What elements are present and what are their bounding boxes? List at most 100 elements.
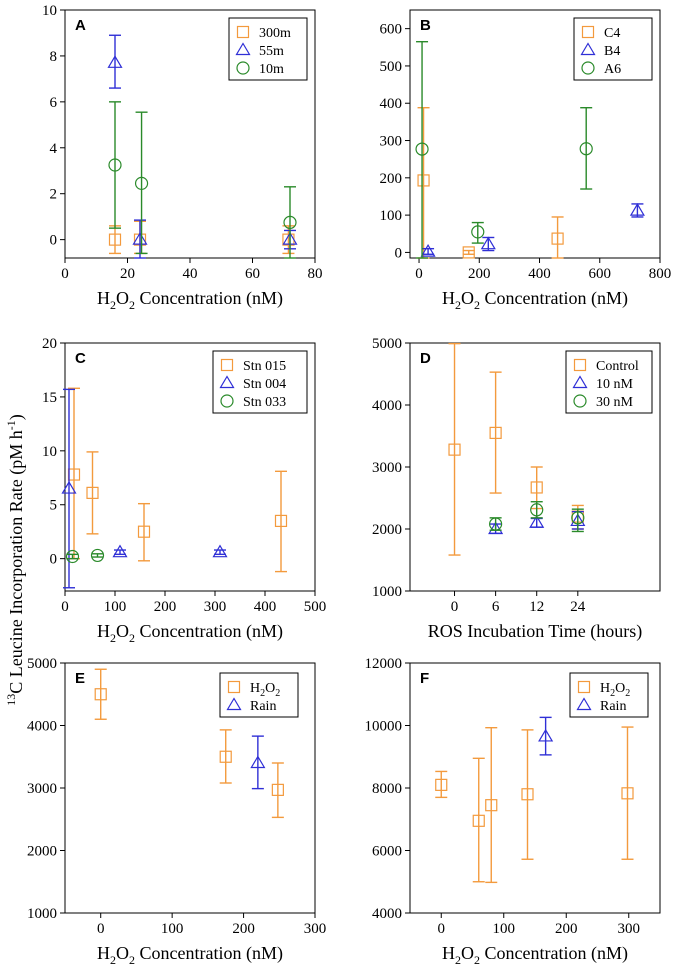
legend-box (228, 17, 308, 81)
legend-label: A6 (604, 62, 621, 77)
legend: 300m 55m 10m (228, 17, 308, 81)
data-point (489, 426, 502, 439)
shared-y-axis-label-text: 13C Leucine Incorporation Rate (pM h-1) (4, 414, 27, 705)
legend-marker (572, 375, 588, 389)
legend-label: Stn 015 (243, 359, 286, 374)
y-tick-label: 10000 (365, 719, 403, 735)
legend-label: 30 nM (596, 395, 634, 410)
panel-letter: D (420, 350, 431, 367)
data-point (472, 814, 485, 827)
data-point (132, 231, 148, 245)
x-tick-label: 40 (183, 266, 198, 282)
chart-panel-b: 0 200 400 600 800 0 100 200 300 400 500 600 B H2O2 Co… (380, 9, 671, 312)
data-point (219, 750, 232, 763)
chart-panel-c: 0 100 200 300 400 500 0 5 10 15 20 C H2O2 Concentrat… (42, 336, 326, 645)
legend-label: B4 (604, 44, 620, 59)
y-tick-label: 8 (50, 49, 58, 65)
x-tick-label: 100 (161, 921, 184, 937)
legend-marker (576, 697, 592, 711)
data-point (274, 514, 288, 528)
data-point (448, 443, 461, 456)
data-point (108, 233, 122, 246)
legend-box (212, 350, 308, 414)
data-point (538, 728, 554, 742)
x-tick-label: 100 (104, 599, 127, 615)
legend: C4 B4 A6 (573, 17, 653, 81)
x-tick-label: 300 (304, 921, 327, 937)
data-point (65, 549, 80, 564)
legend-label: 55m (259, 44, 284, 59)
legend-box (569, 672, 649, 718)
y-tick-label: 2 (50, 187, 58, 203)
series-rain (250, 735, 266, 790)
legend-box (573, 17, 653, 81)
ylabel-superscript: 13 (4, 694, 18, 706)
chart-panel-d: 0 6 12 24 1000 2000 3000 4000 5000 D ROS Incubatio… (372, 336, 661, 642)
panel-letter: E (75, 670, 85, 687)
legend-label: Control (596, 359, 639, 374)
panel-letter: A (75, 17, 86, 34)
legend-marker (220, 394, 234, 408)
legend-label: C4 (604, 26, 620, 41)
x-tick-label: 400 (528, 266, 551, 282)
data-point (579, 142, 593, 156)
x-tick-label: 0 (97, 921, 105, 937)
legend-marker (235, 42, 251, 56)
y-tick-label: 12000 (365, 656, 403, 672)
x-tick-label: 300 (204, 599, 227, 615)
data-point (137, 525, 151, 538)
x-axis-label: H2O2 Concentration (nM) (442, 288, 628, 312)
x-tick-label: 200 (232, 921, 255, 937)
y-tick-label: 500 (380, 59, 403, 75)
plot-frame (409, 9, 661, 259)
x-tick-label: 0 (415, 266, 423, 282)
y-tick-label: 2000 (27, 844, 57, 860)
data-point (94, 688, 107, 701)
legend-label: H2O2 (250, 681, 280, 699)
x-tick-label: 400 (254, 599, 277, 615)
y-tick-label: 4000 (372, 906, 402, 922)
legend-marker (581, 25, 595, 39)
legend: Stn 015 Stn 004 Stn 033 (212, 350, 308, 414)
x-tick-label: 100 (493, 921, 516, 937)
x-axis-label: ROS Incubation Time (hours) (428, 621, 643, 642)
ylabel-close: ) (6, 414, 27, 420)
series-b4 (420, 202, 645, 257)
x-tick-label: 0 (451, 599, 459, 615)
legend-box (565, 350, 653, 414)
data-point (415, 142, 429, 156)
y-tick-label: 1000 (372, 584, 402, 600)
data-point (107, 55, 123, 68)
x-tick-label: 500 (304, 599, 327, 615)
data-point (471, 225, 485, 239)
y-tick-label: 5000 (27, 656, 57, 672)
data-point (212, 544, 228, 558)
y-tick-label: 0 (50, 552, 58, 568)
legend-marker (226, 697, 242, 711)
data-point (134, 176, 149, 190)
legend-marker (236, 25, 250, 39)
data-point (250, 755, 266, 769)
legend-label: 10m (259, 62, 284, 77)
x-tick-label: 80 (308, 266, 323, 282)
legend-marker (577, 680, 591, 694)
data-point (629, 202, 645, 216)
panel-letter: C (75, 350, 86, 367)
y-tick-label: 0 (50, 233, 58, 249)
x-axis-label: H2O2 Concentration (nM) (442, 943, 628, 967)
y-tick-label: 200 (380, 171, 403, 187)
legend-marker (573, 394, 587, 408)
legend-label: Stn 033 (243, 395, 286, 410)
data-point (108, 158, 122, 172)
y-tick-label: 1000 (27, 906, 57, 922)
data-point (621, 787, 634, 800)
legend-label: Rain (250, 699, 276, 714)
legend-marker (573, 358, 587, 372)
data-point (283, 215, 297, 230)
data-point (480, 236, 496, 250)
legend-marker (219, 375, 235, 389)
series-rain (538, 716, 554, 756)
data-point (521, 788, 534, 801)
